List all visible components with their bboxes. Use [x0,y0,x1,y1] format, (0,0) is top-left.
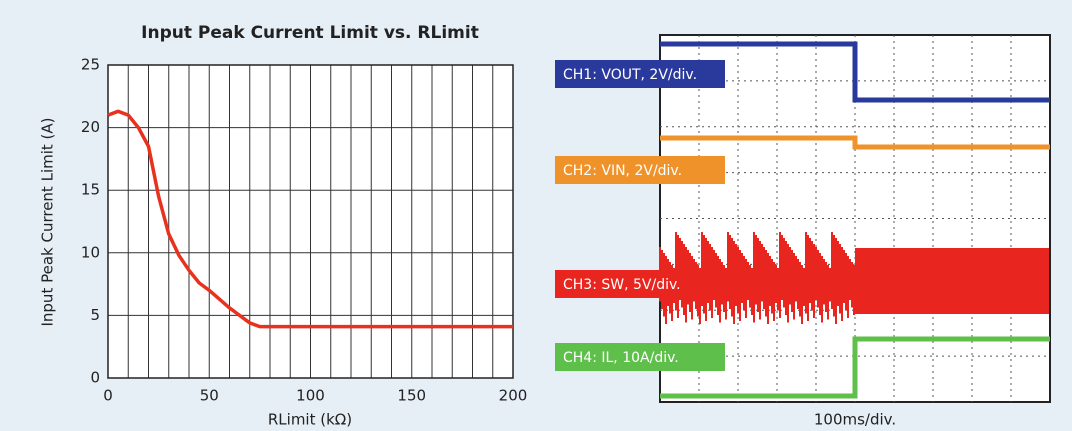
y-tick-label: 10 [81,243,100,261]
figure: Input Peak Current Limit vs. RLimit RLim… [0,0,1072,431]
y-tick-label: 20 [81,118,100,136]
channel-label: CH4: IL, 10A/div. [563,350,679,366]
scope-x-label: 100ms/div. [814,411,896,429]
x-tick-label: 150 [397,387,426,405]
x-tick-label: 50 [200,387,219,405]
channel-label: CH2: VIN, 2V/div. [563,163,682,179]
x-tick-label: 200 [499,387,528,405]
chart-title: Input Peak Current Limit vs. RLimit [141,23,479,43]
y-tick-label: 25 [81,56,100,74]
y-axis-label: Input Peak Current Limit (A) [39,117,57,326]
y-tick-label: 5 [90,306,100,324]
x-tick-label: 0 [103,387,113,405]
page: Input Peak Current Limit vs. RLimit RLim… [0,0,1072,431]
y-tick-label: 15 [81,181,100,199]
y-tick-label: 0 [90,369,100,387]
channel-label: CH3: SW, 5V/div. [563,277,681,293]
x-tick-label: 100 [296,387,325,405]
channel-label: CH1: VOUT, 2V/div. [563,67,697,83]
x-axis-label: RLimit (kΩ) [268,411,352,429]
